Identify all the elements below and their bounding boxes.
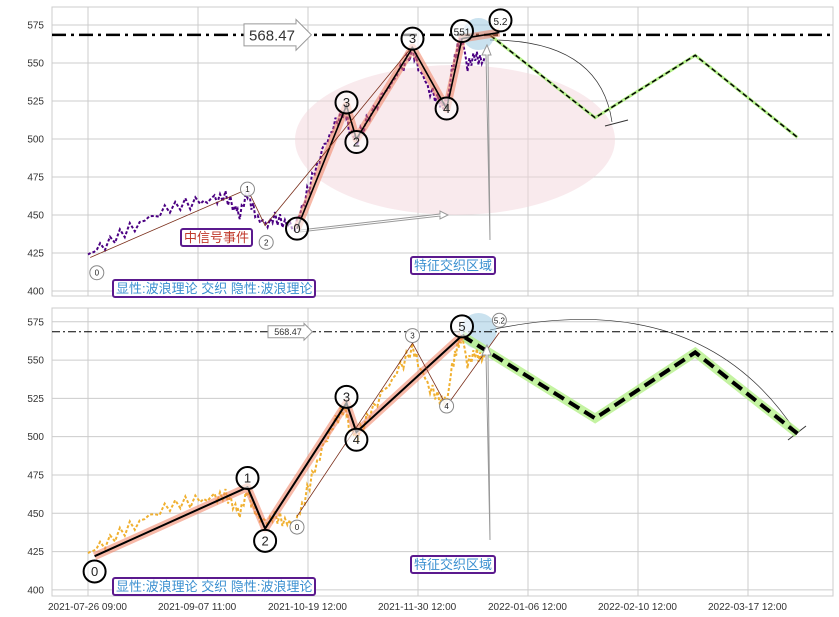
- y-tick-label: 525: [27, 394, 44, 405]
- panel-top: 400 425 450 475 500 525 550 575 568.47 0 1 2 0 3 2 3 4 55…: [27, 6, 834, 297]
- wave-label-circle: [439, 398, 455, 414]
- y-tick-label: 525: [27, 96, 44, 107]
- wave-label-circle: [82, 559, 107, 584]
- wave-label-text: 1: [245, 185, 250, 194]
- price-series: [87, 37, 486, 256]
- y-tick-label: 425: [27, 248, 44, 259]
- pointer-arrow: [481, 343, 492, 541]
- price-label-arrow: [267, 322, 314, 342]
- wave-label-circle: [405, 328, 420, 344]
- wave-label-circle: [240, 181, 255, 197]
- wave-label-text: 0: [95, 269, 100, 278]
- wave-label-text: 4: [353, 432, 360, 447]
- wave-label-text: 5.2: [494, 316, 506, 325]
- y-tick-label: 550: [27, 58, 44, 69]
- wave-label-text: 2: [353, 134, 360, 149]
- wave-label-circle: [253, 528, 278, 553]
- wave-label-text: 3: [409, 31, 416, 46]
- pointer-arrow: [481, 43, 492, 241]
- sub-wave-line: [90, 45, 413, 258]
- y-tick-label: 400: [27, 286, 44, 297]
- wave-label-text: 1: [244, 471, 251, 486]
- wave-label-text: 2: [264, 238, 269, 247]
- projection-arc: [489, 39, 613, 123]
- wave-label-text: 5.2: [494, 17, 508, 28]
- pointer-arrow: [299, 210, 450, 233]
- signal-event-label: 中信号事件: [180, 228, 254, 247]
- legend-label-bottom: 显性:波浪理论 交织 隐性:波浪理论: [112, 577, 317, 596]
- y-tick-label: 500: [27, 134, 44, 145]
- x-tick-label: 2022-01-06 12:00: [488, 602, 567, 613]
- wave-label-text: 3: [343, 95, 350, 110]
- price-label-text: 568.47: [274, 327, 302, 337]
- y-tick-label: 475: [27, 172, 44, 183]
- zone-label-bottom: 特征交织区域: [410, 555, 497, 574]
- y-tick-label: 575: [27, 20, 44, 31]
- wave-label-text: 4: [444, 402, 449, 411]
- arc-end-marker: [604, 119, 629, 127]
- wave-label-circle: [235, 466, 260, 491]
- zone-label-top: 特征交织区域: [410, 256, 497, 275]
- price-label-arrow: [243, 18, 313, 52]
- wave-label-text: 5: [458, 319, 465, 334]
- projection-arc: [489, 319, 797, 433]
- x-tick-label: 2021-10-19 12:00: [268, 602, 347, 613]
- wave-label-text: 4: [443, 101, 450, 116]
- wave-label-circle: [450, 19, 474, 44]
- wave-label-circle: [285, 216, 309, 241]
- wave-label-text: 0: [295, 523, 300, 532]
- wave-label-circle: [488, 8, 513, 33]
- wave-label-text: 3: [410, 332, 415, 341]
- y-tick-label: 450: [27, 210, 44, 221]
- y-tick-label: 575: [27, 317, 44, 328]
- projection-line: [460, 333, 799, 436]
- wave-label-circle: [289, 519, 305, 535]
- wave-label-text: 551: [454, 28, 471, 39]
- wave-label-circle: [400, 26, 425, 51]
- x-tick-label: 2021-07-26 09:00: [48, 602, 127, 613]
- wave-label-text: 0: [91, 564, 98, 579]
- y-tick-label: 400: [27, 585, 44, 596]
- x-tick-label: 2021-09-07 11:00: [158, 602, 237, 613]
- wave-label-circle: [89, 265, 105, 281]
- wave-label-text: 0: [293, 221, 300, 236]
- y-tick-label: 425: [27, 547, 44, 558]
- wave-label-circle: [258, 234, 274, 250]
- wave-label-circle: [334, 90, 359, 115]
- wave-line: [94, 334, 463, 558]
- legend-label-top: 显性:波浪理论 交织 隐性:波浪理论: [112, 279, 317, 298]
- y-tick-label: 550: [27, 356, 44, 367]
- price-label-text: 568.47: [249, 27, 295, 44]
- wave-label-circle: [450, 314, 474, 339]
- wave-label-text: 3: [343, 389, 350, 404]
- x-tick-label: 2021-11-30 12:00: [378, 602, 457, 613]
- x-tick-label: 2022-02-10 12:00: [598, 602, 677, 613]
- wave-label-circle: [344, 129, 369, 154]
- wave-label-circle: [344, 427, 369, 452]
- price-series: [87, 334, 486, 554]
- wave-label-text: 2: [261, 533, 268, 548]
- y-tick-label: 475: [27, 470, 44, 481]
- y-tick-label: 500: [27, 432, 44, 443]
- wave-label-circle: [434, 96, 459, 121]
- y-tick-label: 450: [27, 509, 44, 520]
- wave-label-circle: [334, 384, 359, 409]
- wave-label-circle: [491, 312, 507, 328]
- projection-line: [490, 35, 798, 138]
- x-tick-label: 2022-03-17 12:00: [708, 602, 787, 613]
